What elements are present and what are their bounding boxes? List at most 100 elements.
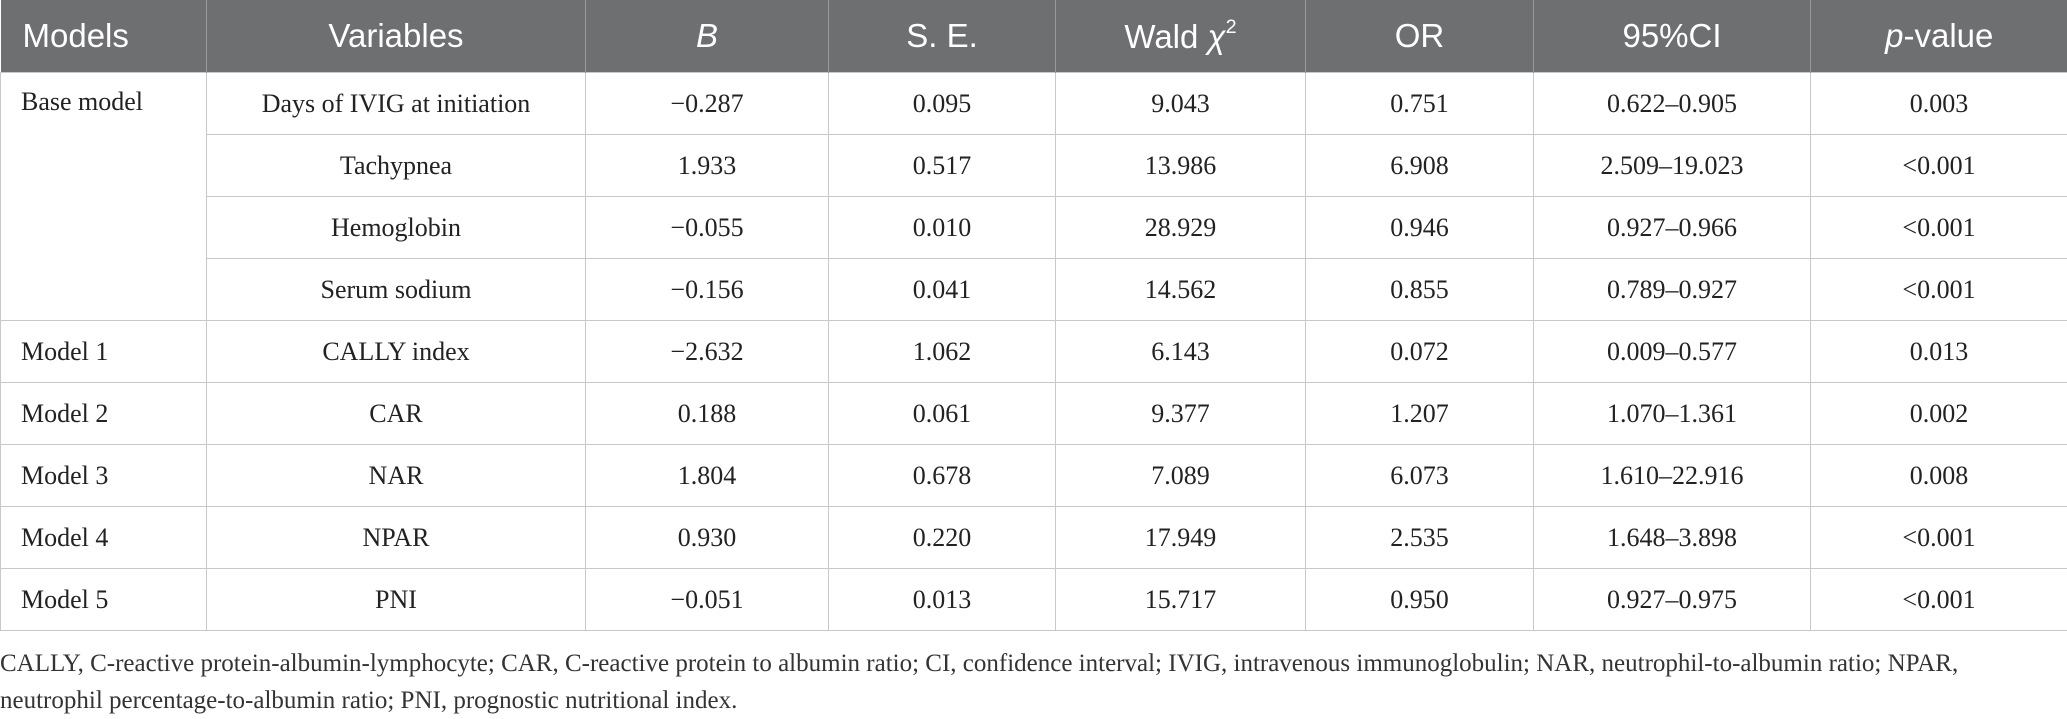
cell: 0.751 — [1306, 73, 1534, 135]
model-cell: Model 5 — [1, 569, 207, 631]
cell: 0.950 — [1306, 569, 1534, 631]
model-cell: Model 4 — [1, 507, 207, 569]
cell: 0.013 — [1811, 321, 2067, 383]
cell: <0.001 — [1811, 507, 2067, 569]
cell: 2.535 — [1306, 507, 1534, 569]
cell: 1.207 — [1306, 383, 1534, 445]
model-cell: Model 2 — [1, 383, 207, 445]
cell: 0.517 — [829, 135, 1056, 197]
cell: <0.001 — [1811, 135, 2067, 197]
cell: 0.188 — [586, 383, 829, 445]
header-text: 95%CI — [1622, 17, 1721, 54]
cell: 1.062 — [829, 321, 1056, 383]
cell: 2.509–19.023 — [1534, 135, 1811, 197]
cell: 6.908 — [1306, 135, 1534, 197]
header-text: Wald — [1124, 18, 1207, 55]
model-cell: Model 1 — [1, 321, 207, 383]
cell: Hemoglobin — [207, 197, 586, 259]
results-table: Models Variables B S. E. Wald χ2 OR 95%CI p-val… — [0, 0, 2067, 631]
footnote: CALLY, C-reactive protein-albumin-lympho… — [0, 645, 2067, 719]
column-header: Wald χ2 — [1056, 0, 1306, 73]
cell: 0.678 — [829, 445, 1056, 507]
cell: 1.933 — [586, 135, 829, 197]
model-cell: Base model — [1, 73, 207, 321]
column-header: OR — [1306, 0, 1534, 73]
cell: 0.927–0.975 — [1534, 569, 1811, 631]
column-header: p-value — [1811, 0, 2067, 73]
cell: Days of IVIG at initiation — [207, 73, 586, 135]
cell: 28.929 — [1056, 197, 1306, 259]
column-header: Variables — [207, 0, 586, 73]
header-text: S. E. — [906, 17, 978, 54]
header-text: -value — [1903, 17, 1993, 54]
cell: 7.089 — [1056, 445, 1306, 507]
cell: 1.648–3.898 — [1534, 507, 1811, 569]
cell: Tachypnea — [207, 135, 586, 197]
header-text: Models — [23, 17, 129, 54]
cell: 0.002 — [1811, 383, 2067, 445]
cell: PNI — [207, 569, 586, 631]
header-text: OR — [1395, 17, 1445, 54]
cell: 0.220 — [829, 507, 1056, 569]
cell: 0.041 — [829, 259, 1056, 321]
header-text: χ — [1208, 18, 1226, 55]
cell: <0.001 — [1811, 197, 2067, 259]
cell: 0.855 — [1306, 259, 1534, 321]
cell: 1.804 — [586, 445, 829, 507]
cell: 0.003 — [1811, 73, 2067, 135]
cell: −0.287 — [586, 73, 829, 135]
cell: 0.622–0.905 — [1534, 73, 1811, 135]
cell: 0.927–0.966 — [1534, 197, 1811, 259]
header-text: B — [696, 17, 718, 54]
cell: 0.095 — [829, 73, 1056, 135]
cell: NPAR — [207, 507, 586, 569]
cell: −0.051 — [586, 569, 829, 631]
model-cell: Model 3 — [1, 445, 207, 507]
cell: 14.562 — [1056, 259, 1306, 321]
cell: −2.632 — [586, 321, 829, 383]
cell: 0.010 — [829, 197, 1056, 259]
column-header: Models — [1, 0, 207, 73]
cell: <0.001 — [1811, 259, 2067, 321]
cell: 0.072 — [1306, 321, 1534, 383]
cell: 0.061 — [829, 383, 1056, 445]
cell: 0.008 — [1811, 445, 2067, 507]
header-text: Variables — [328, 17, 463, 54]
cell: 17.949 — [1056, 507, 1306, 569]
cell: 0.930 — [586, 507, 829, 569]
cell: 0.946 — [1306, 197, 1534, 259]
header-text: 2 — [1226, 16, 1237, 38]
cell: 6.143 — [1056, 321, 1306, 383]
cell: 1.070–1.361 — [1534, 383, 1811, 445]
cell: 13.986 — [1056, 135, 1306, 197]
cell: 0.013 — [829, 569, 1056, 631]
column-header: 95%CI — [1534, 0, 1811, 73]
cell: 9.377 — [1056, 383, 1306, 445]
cell: 9.043 — [1056, 73, 1306, 135]
cell: −0.055 — [586, 197, 829, 259]
cell: 15.717 — [1056, 569, 1306, 631]
cell: 0.009–0.577 — [1534, 321, 1811, 383]
cell: NAR — [207, 445, 586, 507]
cell: 1.610–22.916 — [1534, 445, 1811, 507]
header-text: p — [1885, 17, 1903, 54]
cell: 0.789–0.927 — [1534, 259, 1811, 321]
column-header: S. E. — [829, 0, 1056, 73]
cell: Serum sodium — [207, 259, 586, 321]
cell: −0.156 — [586, 259, 829, 321]
cell: CALLY index — [207, 321, 586, 383]
cell: CAR — [207, 383, 586, 445]
cell: 6.073 — [1306, 445, 1534, 507]
header-row: Models Variables B S. E. Wald χ2 OR 95%CI p-val… — [1, 0, 2067, 73]
